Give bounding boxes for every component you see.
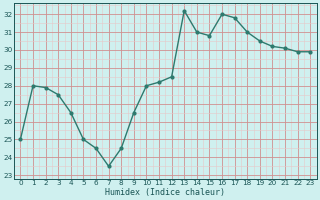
X-axis label: Humidex (Indice chaleur): Humidex (Indice chaleur)	[105, 188, 225, 197]
